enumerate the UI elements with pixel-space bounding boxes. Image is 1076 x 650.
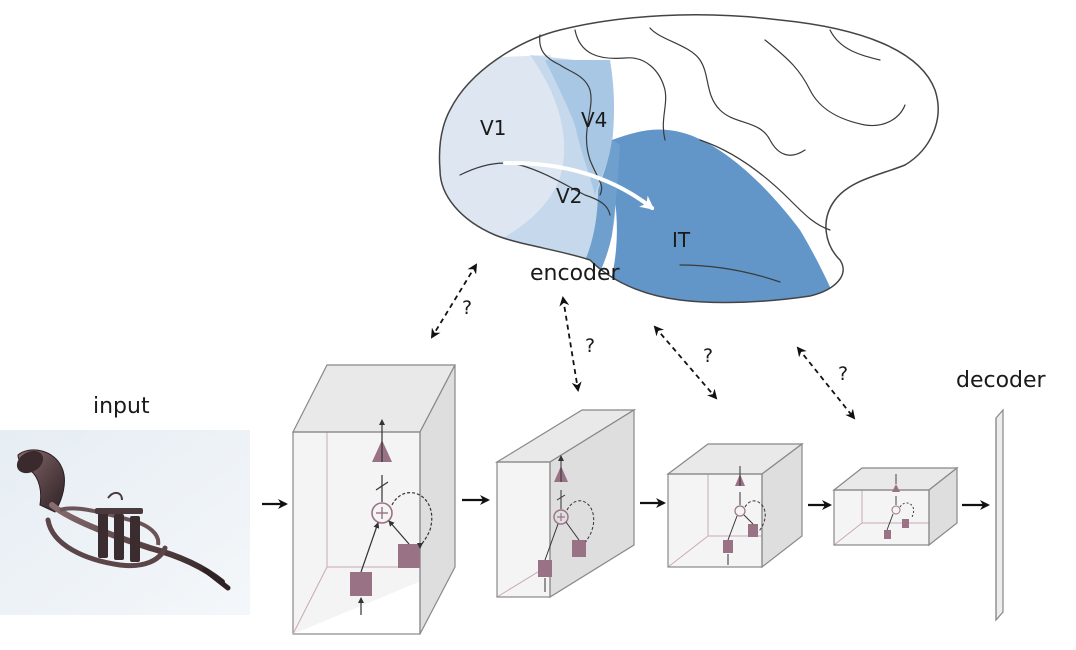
mapping-arrow-4 — [796, 346, 856, 420]
encoder-block-2 — [494, 408, 637, 599]
decoder-label: decoder — [956, 368, 1047, 393]
region-label-v1: V1 — [480, 116, 506, 140]
recurrent-unit-4 — [884, 474, 914, 539]
brain-region-it — [600, 129, 840, 303]
brain-region-v1 — [439, 55, 568, 250]
mapping-arrows — [430, 263, 856, 420]
input-image-trumpet — [0, 430, 250, 615]
input-label: input — [93, 394, 150, 419]
region-label-v4: V4 — [581, 108, 607, 132]
encoder-block-4 — [832, 466, 959, 547]
recurrent-unit-1 — [350, 419, 433, 615]
ventral-stream-arrow — [503, 160, 655, 210]
encoder-label: encoder — [530, 261, 621, 286]
encoder-block-1 — [292, 364, 456, 635]
pipeline-arrows — [262, 495, 990, 510]
encoder-block-3 — [666, 442, 804, 569]
region-label-v2: V2 — [556, 184, 582, 208]
mapping-question-1: ? — [462, 297, 472, 319]
recurrent-unit-3 — [723, 466, 766, 565]
mapping-question-4: ? — [838, 363, 848, 385]
brain-region-v4 — [545, 60, 615, 195]
mapping-question-3: ? — [703, 345, 713, 367]
mapping-question-2: ? — [585, 335, 595, 357]
region-label-it: IT — [672, 228, 691, 252]
mapping-arrow-2 — [559, 296, 582, 392]
brain-illustration: V1 V2 V4 IT — [438, 14, 939, 304]
recurrent-unit-2 — [538, 455, 595, 592]
decoder-layer — [995, 408, 1004, 622]
mapping-arrow-3 — [653, 325, 718, 400]
